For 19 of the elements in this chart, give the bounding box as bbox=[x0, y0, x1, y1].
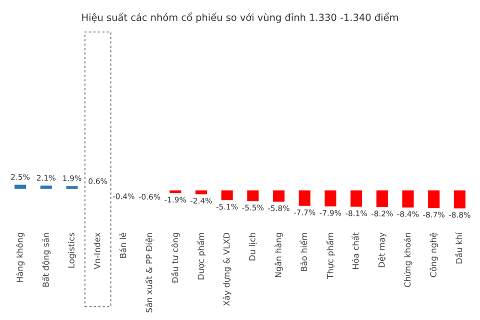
x-tick-label: Chứng khoán bbox=[404, 233, 412, 288]
x-tick-label: Thực phẩm bbox=[326, 233, 335, 280]
x-tick-label: Logistics bbox=[68, 232, 76, 268]
x-tick-label: Dệt may bbox=[378, 232, 386, 268]
x-tick-label: Xây dựng & VLXD bbox=[222, 232, 232, 306]
chart-title: Hiệu suất các nhóm cổ phiếu so với vùng đỉnh 1.330 -1.340 điểm bbox=[82, 12, 398, 23]
x-tick-label: Sản xuất & PP Điện bbox=[145, 233, 154, 312]
x-tick-label: Dược phẩm bbox=[196, 233, 206, 280]
x-tick-label: Hóa chất bbox=[352, 232, 359, 269]
x-tick-label: Công nghệ bbox=[430, 232, 438, 277]
x-tick-label: Hàng không bbox=[16, 233, 25, 282]
x-tick-label: Bán lẻ bbox=[119, 232, 126, 258]
x-tick-label: Ngân hàng bbox=[274, 233, 283, 278]
x-tick-label: Vn-Index bbox=[94, 232, 100, 270]
x-tick-label: Bảo hiểm bbox=[300, 233, 308, 271]
x-tick-label: Dầu khí bbox=[454, 232, 462, 264]
x-tick-label: Bất động sản bbox=[42, 233, 51, 287]
x-tick-label: Du lịch bbox=[248, 233, 257, 260]
x-tick-label: Đầu tư công bbox=[170, 233, 180, 284]
